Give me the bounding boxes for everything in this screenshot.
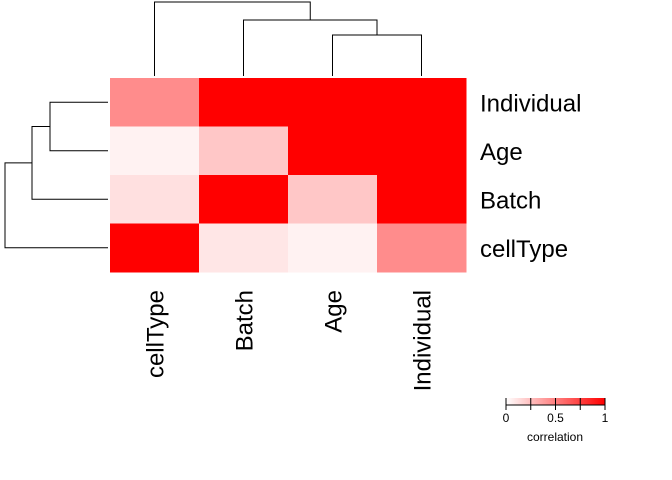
column-label-Batch: Batch: [232, 290, 259, 351]
row-label-Age: Age: [480, 139, 523, 166]
row-labels: Individual Age Batch cellType: [480, 90, 581, 263]
color-legend: 0 0.5 1 correlation: [503, 398, 609, 444]
column-label-Age: Age: [321, 290, 348, 333]
legend-title: correlation: [527, 430, 583, 444]
heatmap-cell-Batch-Individual: [377, 175, 467, 224]
heatmap-cell-Age-cellType: [110, 126, 200, 176]
column-dendrogram-branch-3: [154, 1, 311, 76]
heatmap-cell-Individual-Individual: [377, 78, 467, 127]
heatmap-cell-Batch-cellType: [110, 175, 200, 224]
row-label-Individual: Individual: [480, 90, 581, 117]
legend-tick-label: 1: [602, 411, 609, 425]
heatmap-cell-Age-Batch: [199, 126, 289, 176]
row-label-cellType: cellType: [480, 236, 568, 263]
heatmap-cell-Individual-Age: [288, 78, 378, 127]
heatmap-cell-Age-Age: [288, 126, 378, 176]
heatmap-cells: [110, 78, 467, 273]
heatmap-cell-cellType-Age: [288, 223, 378, 273]
heatmap-cell-cellType-Batch: [199, 223, 289, 273]
row-dendrogram-branch-1: [49, 101, 108, 152]
row-dendrogram: [4, 101, 108, 249]
column-dendrogram-branch-2: [243, 19, 378, 76]
row-label-Batch: Batch: [480, 187, 541, 214]
heatmap-cell-Individual-Batch: [199, 78, 289, 127]
legend-ticks: 0 0.5 1: [503, 398, 609, 425]
heatmap-cell-Individual-cellType: [110, 78, 200, 127]
heatmap-cell-Age-Individual: [377, 126, 467, 176]
legend-tick-label: 0.5: [547, 411, 564, 425]
row-dendrogram-branch-3: [4, 162, 108, 249]
heatmap-cell-cellType-cellType: [110, 223, 200, 273]
legend-tick-label: 0: [503, 411, 510, 425]
column-labels: cellType Batch Age Individual: [143, 290, 437, 391]
column-dendrogram: [154, 1, 422, 76]
heatmap-cell-Batch-Age: [288, 175, 378, 224]
heatmap-cell-Batch-Batch: [199, 175, 289, 224]
column-dendrogram-branch-1: [332, 34, 422, 76]
column-label-Individual: Individual: [410, 290, 437, 391]
row-dendrogram-branch-2: [31, 126, 108, 200]
column-label-cellType: cellType: [143, 290, 170, 378]
heatmap-cell-cellType-Individual: [377, 223, 467, 273]
